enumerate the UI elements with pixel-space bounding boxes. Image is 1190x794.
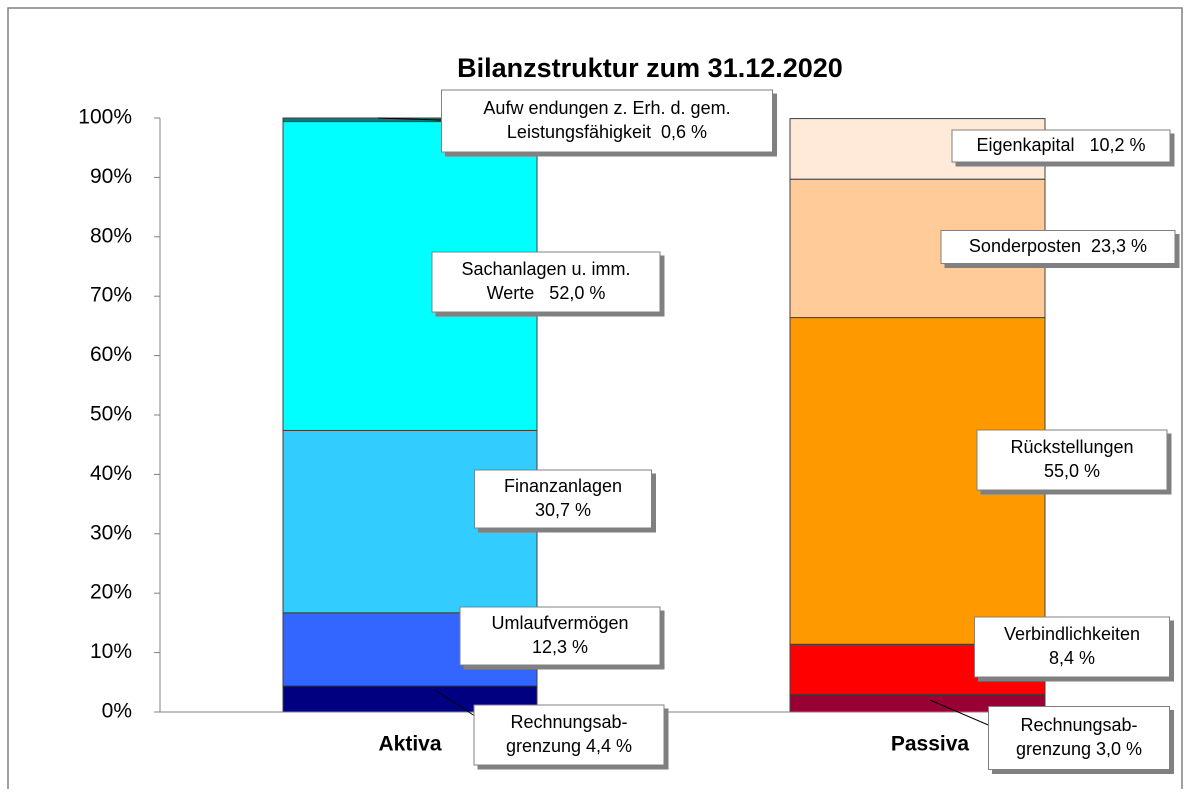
data-label: Aufw endungen z. Erh. d. gem. bbox=[483, 98, 730, 118]
data-label: Sachanlagen u. imm. bbox=[461, 259, 630, 279]
label-box bbox=[474, 469, 652, 529]
data-label: 12,3 % bbox=[532, 637, 588, 657]
data-label: 30,7 % bbox=[535, 500, 591, 520]
label-box bbox=[473, 704, 665, 766]
y-tick-label: 70% bbox=[90, 284, 132, 307]
label-box bbox=[976, 429, 1168, 491]
x-tick-label: Aktiva bbox=[378, 733, 441, 756]
data-label: 8,4 % bbox=[1049, 648, 1095, 668]
data-label: Eigenkapital 10,2 % bbox=[976, 135, 1145, 155]
y-tick-label: 0% bbox=[102, 700, 132, 723]
label-box bbox=[974, 616, 1170, 678]
data-label: Rechnungsab- bbox=[510, 712, 627, 732]
label-box bbox=[459, 606, 661, 666]
y-tick-label: 10% bbox=[90, 640, 132, 663]
y-tick-label: 20% bbox=[90, 581, 132, 604]
data-label: Rückstellungen bbox=[1010, 437, 1133, 457]
y-tick-label: 30% bbox=[90, 521, 132, 544]
label-box bbox=[940, 230, 1176, 264]
y-tick-label: 60% bbox=[90, 343, 132, 366]
label-box bbox=[441, 89, 773, 153]
data-label: Werte 52,0 % bbox=[487, 283, 606, 303]
data-label: 55,0 % bbox=[1044, 461, 1100, 481]
y-tick-label: 90% bbox=[90, 165, 132, 188]
data-label: Sonderposten 23,3 % bbox=[969, 236, 1147, 256]
data-label: Rechnungsab- bbox=[1020, 715, 1137, 735]
data-label: Leistungsfähigkeit 0,6 % bbox=[507, 122, 707, 142]
y-tick-label: 50% bbox=[90, 403, 132, 426]
y-tick-label: 80% bbox=[90, 224, 132, 247]
data-label: grenzung 3,0 % bbox=[1016, 739, 1142, 759]
x-tick-label: Passiva bbox=[891, 733, 970, 756]
label-box bbox=[988, 706, 1170, 770]
chart-title: Bilanzstruktur zum 31.12.2020 bbox=[457, 53, 843, 83]
data-label: Verbindlichkeiten bbox=[1004, 624, 1140, 644]
label-box bbox=[951, 129, 1171, 163]
data-label: Umlaufvermögen bbox=[491, 613, 628, 633]
label-box bbox=[431, 251, 661, 313]
data-label: Finanzanlagen bbox=[504, 476, 622, 496]
y-tick-label: 40% bbox=[90, 462, 132, 485]
data-label: grenzung 4,4 % bbox=[506, 736, 632, 756]
y-tick-label: 100% bbox=[78, 106, 132, 129]
